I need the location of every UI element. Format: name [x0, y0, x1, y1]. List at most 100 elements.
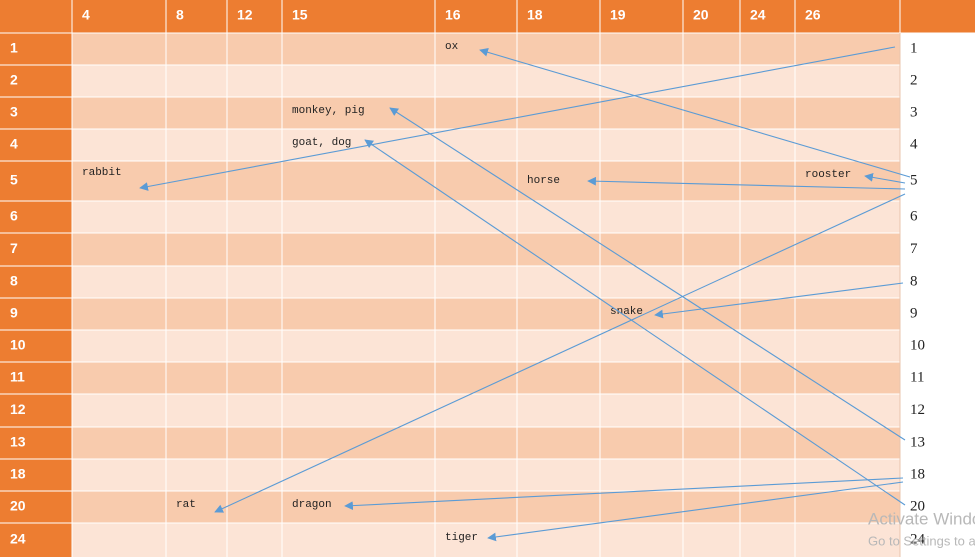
side-label: 18: [910, 466, 925, 482]
arrow: [389, 107, 906, 441]
side-label: 9: [910, 305, 918, 321]
row-header-bg: [0, 298, 72, 330]
side-label: 8: [910, 273, 918, 289]
row-header-bg: [0, 394, 72, 427]
cell-text: goat, dog: [292, 137, 351, 149]
cell-text: rabbit: [82, 167, 122, 179]
row-bg: [72, 459, 900, 491]
row-header: 6: [10, 208, 18, 224]
side-label: 10: [910, 337, 925, 353]
row-bg: [72, 97, 900, 129]
row-bg: [72, 298, 900, 330]
row-bg: [72, 266, 900, 298]
row-bg: [72, 233, 900, 266]
row-header-bg: [0, 330, 72, 362]
side-label: 7: [910, 241, 918, 257]
arrow: [587, 176, 906, 190]
row-header: 20: [10, 498, 26, 514]
arrow: [139, 46, 896, 191]
row-header: 8: [10, 273, 18, 289]
cell-text: tiger: [445, 532, 478, 544]
side-label: 4: [910, 136, 918, 152]
side-label: 13: [910, 434, 925, 450]
row-header: 13: [10, 434, 26, 450]
cell-text: rooster: [805, 169, 851, 181]
side-label: 6: [910, 208, 918, 224]
column-header: 26: [805, 7, 821, 23]
arrow: [344, 477, 904, 510]
row-header-bg: [0, 459, 72, 491]
cell-text: ox: [445, 41, 459, 53]
row-header: 4: [10, 136, 18, 152]
column-header: 24: [750, 7, 766, 23]
row-header-bg: [0, 201, 72, 233]
arrows: [139, 46, 911, 542]
column-header: 19: [610, 7, 626, 23]
row-bg: [72, 201, 900, 233]
side-label: 1: [910, 40, 918, 56]
row-header: 12: [10, 401, 26, 417]
side-label: 20: [910, 498, 925, 514]
side-label: 5: [910, 172, 918, 188]
side-label: 12: [910, 402, 925, 418]
row-header: 10: [10, 337, 26, 353]
row-bg: [72, 362, 900, 394]
row-header-bg: [0, 161, 72, 201]
row-bg: [72, 523, 900, 557]
row-header-bg: [0, 233, 72, 266]
row-bg: [72, 394, 900, 427]
row-header-bg: [0, 427, 72, 459]
arrow: [654, 282, 904, 319]
row-header-bg: [0, 65, 72, 97]
side-label: 3: [910, 104, 918, 120]
row-header: 1: [10, 40, 18, 56]
row-header: 2: [10, 72, 18, 88]
row-header: 9: [10, 305, 18, 321]
row-bg: [72, 129, 900, 161]
cell-text: snake: [610, 306, 643, 318]
column-header: 20: [693, 7, 709, 23]
row-bg: [72, 427, 900, 459]
arrow: [487, 481, 904, 542]
row-header-bg: [0, 362, 72, 394]
column-header: 12: [237, 7, 253, 23]
row-header-bg: [0, 33, 72, 65]
arrow: [479, 48, 911, 178]
column-header: 18: [527, 7, 543, 23]
column-header: 4: [82, 7, 90, 23]
row-header: 7: [10, 240, 18, 256]
cell-text: rat: [176, 499, 196, 511]
row-header: 11: [10, 369, 25, 385]
cell-text: dragon: [292, 499, 332, 511]
column-header: 16: [445, 7, 461, 23]
row-header-bg: [0, 129, 72, 161]
column-header: 15: [292, 7, 308, 23]
row-bg: [72, 65, 900, 97]
row-header: 3: [10, 104, 18, 120]
header-bg: [0, 0, 975, 33]
row-header-bg: [0, 523, 72, 557]
row-bg: [72, 33, 900, 65]
arrow: [864, 173, 906, 184]
cell-text: monkey, pig: [292, 105, 365, 117]
side-label: 11: [910, 369, 924, 385]
row-bg: [72, 330, 900, 362]
row-header-bg: [0, 491, 72, 523]
row-bg: [72, 491, 900, 523]
row-header: 18: [10, 466, 26, 482]
column-header: 8: [176, 7, 184, 23]
cell-text: horse: [527, 175, 560, 187]
row-header: 5: [10, 172, 18, 188]
row-header-bg: [0, 266, 72, 298]
arrow: [364, 139, 906, 506]
side-label: 2: [910, 72, 918, 88]
row-header: 24: [10, 531, 26, 547]
arrow: [214, 193, 906, 513]
watermark-title: Activate Windows: [868, 509, 975, 528]
side-label: 24: [910, 531, 926, 547]
row-header-bg: [0, 97, 72, 129]
row-bg: [72, 161, 900, 201]
